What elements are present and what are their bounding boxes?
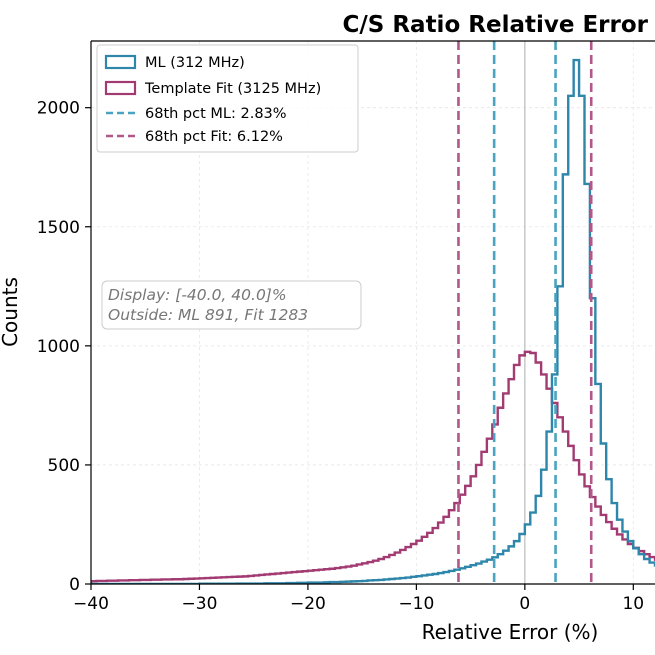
x-ticks: −40 −30 −20 −10 0 10	[73, 584, 644, 614]
histogram-fit-series	[91, 350, 655, 584]
percentile-lines	[457, 41, 593, 584]
y-ticks: 0 500 1000 1500 2000	[37, 99, 91, 595]
y-tick-label-4: 2000	[37, 99, 80, 119]
legend: ML (312 MHz) Template Fit (3125 MHz) 68t…	[96, 44, 359, 153]
legend-label-ml: ML (312 MHz)	[145, 55, 245, 71]
annotation-box	[101, 280, 362, 330]
display-range-annotation: Display: [-40.0, 40.0]% Outside: ML 891,…	[101, 280, 362, 330]
x-tick-label-3: −10	[398, 594, 434, 614]
chart-title: C/S Ratio Relative Error	[342, 12, 648, 38]
x-axis-label: Relative Error (%)	[422, 620, 599, 644]
y-tick-label-0: 0	[69, 575, 80, 595]
x-tick-label-5: 10	[622, 594, 644, 614]
legend-box	[96, 44, 359, 153]
legend-label-ml-pct: 68th pct ML: 2.83%	[145, 106, 287, 122]
x-tick-label-1: −30	[182, 594, 218, 614]
legend-swatch-fit	[104, 80, 137, 96]
y-tick-label-3: 1500	[37, 218, 80, 238]
legend-label-fit-pct: 68th pct Fit: 6.12%	[145, 129, 283, 145]
legend-swatch-ml	[104, 54, 137, 70]
y-tick-label-1: 500	[48, 456, 80, 476]
y-axis-label: Counts	[0, 277, 22, 347]
x-tick-label-2: −20	[290, 594, 326, 614]
x-tick-label-0: −40	[73, 594, 109, 614]
annotation-line-2: Outside: ML 891, Fit 1283	[108, 306, 308, 324]
x-tick-label-4: 0	[519, 594, 530, 614]
y-tick-label-2: 1000	[37, 337, 80, 357]
annotation-line-1: Display: [-40.0, 40.0]%	[108, 286, 287, 304]
legend-label-fit: Template Fit (3125 MHz)	[144, 81, 321, 97]
